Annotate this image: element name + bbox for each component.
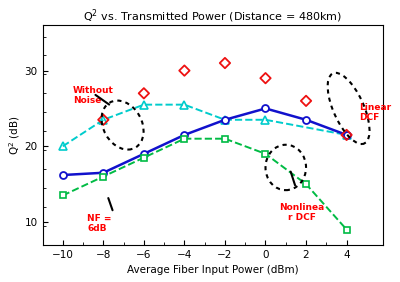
Y-axis label: Q$^2$ (dB): Q$^2$ (dB) <box>7 115 22 155</box>
Text: Nonlinea
r DCF: Nonlinea r DCF <box>279 203 325 222</box>
Text: Without
Noise: Without Noise <box>73 86 114 105</box>
Point <box>303 99 309 103</box>
X-axis label: Average Fiber Input Power (dBm): Average Fiber Input Power (dBm) <box>127 265 299 275</box>
Point <box>181 68 188 73</box>
Point <box>100 118 106 122</box>
Text: NF =
6dB: NF = 6dB <box>87 214 112 233</box>
Title: Q$^2$ vs. Transmitted Power (Distance = 480km): Q$^2$ vs. Transmitted Power (Distance = … <box>83 7 342 25</box>
Point <box>141 91 147 96</box>
Point <box>222 61 228 65</box>
Text: Linear
DCF: Linear DCF <box>359 103 391 122</box>
Point <box>262 76 269 80</box>
Point <box>343 133 350 137</box>
